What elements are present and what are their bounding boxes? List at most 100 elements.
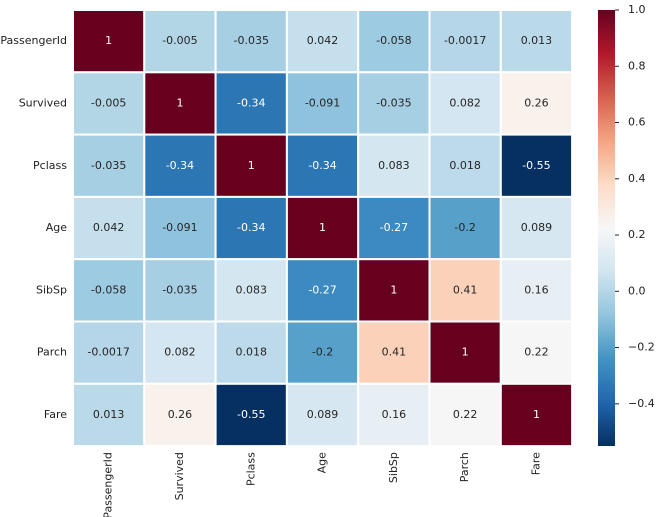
colorbar: −0.4 −0.2 0.0 0.2 0.4 0.6 0.8 1.0 (598, 3, 655, 446)
x-tick-label-sibsp: SibSp (387, 452, 400, 483)
heatmap-cell-age-parch (428, 195, 502, 261)
colorbar-tick-label: −0.2 (628, 341, 655, 354)
x-tick-label-age: Age (316, 452, 329, 474)
colorbar-tick-label: 0.2 (628, 228, 646, 241)
heatmap-value-label: 0.22 (524, 346, 549, 359)
heatmap-cell-pclass-parch (428, 133, 502, 198)
heatmap-value-label: 1 (462, 346, 469, 359)
heatmap-cell-parch-passengerid (72, 320, 146, 385)
y-tick-label-sibsp: SibSp (36, 283, 67, 296)
heatmap-cell-passengerid-survived (143, 9, 217, 74)
heatmap-cell-labels: 1 -0.005 -0.035 0.042 -0.058 -0.0017 0.013 -0.0… (87, 34, 552, 421)
colorbar-tick-label: 0.0 (628, 284, 646, 297)
heatmap-cell-sibsp-pclass (214, 258, 288, 323)
heatmap-cell-survived-fare (499, 71, 574, 136)
heatmap-value-label: 0.013 (521, 34, 553, 47)
heatmap-value-label: -0.2 (312, 346, 333, 359)
heatmap-value-label: 0.089 (521, 221, 553, 234)
heatmap-value-label: -0.34 (308, 159, 336, 172)
colorbar-tick-label: 0.6 (628, 116, 646, 129)
heatmap-cell-survived-sibsp (357, 71, 431, 136)
heatmap-value-label: -0.035 (234, 34, 269, 47)
heatmap-value-label: -0.27 (308, 283, 336, 296)
heatmap-value-label: -0.55 (522, 159, 550, 172)
x-tick-label-parch: Parch (458, 452, 471, 482)
heatmap-value-label: -0.091 (305, 96, 340, 109)
heatmap-value-label: 0.018 (236, 346, 268, 359)
heatmap-value-label: -0.34 (237, 96, 265, 109)
heatmap-cell-fare-pclass (214, 382, 288, 448)
colorbar-tick-label: −0.4 (628, 397, 655, 410)
heatmap-value-label: 0.41 (453, 283, 478, 296)
heatmap-cell-pclass-fare (499, 133, 574, 198)
heatmap-cell-sibsp-passengerid (72, 258, 146, 323)
colorbar-tick-label: 0.8 (628, 59, 646, 72)
y-tick-label-survived: Survived (19, 96, 67, 109)
heatmap-value-label: -0.091 (162, 221, 197, 234)
heatmap-cell-age-survived (143, 195, 217, 261)
heatmap-value-label: 0.083 (378, 159, 410, 172)
y-tick-label-passengerid: PassengerId (0, 34, 67, 47)
y-axis-tick-labels: PassengerId Survived Pclass Age SibSp Parch Fa… (0, 34, 67, 421)
heatmap-cell-passengerid-passengerid (72, 9, 146, 74)
heatmap-value-label: 0.042 (93, 221, 125, 234)
y-tick-label-age: Age (46, 221, 68, 234)
heatmap-cell-fare-fare (499, 382, 574, 448)
heatmap-value-label: 0.082 (164, 346, 196, 359)
heatmap-value-label: 0.018 (449, 159, 481, 172)
y-tick-label-parch: Parch (37, 346, 67, 359)
heatmap-cell-fare-parch (428, 382, 502, 448)
heatmap-value-label: 0.26 (524, 96, 549, 109)
heatmap-cell-pclass-pclass (214, 133, 288, 198)
heatmap-value-label: 0.042 (307, 34, 339, 47)
heatmap-cell-fare-age (285, 382, 360, 448)
heatmap-value-label: 0.41 (382, 346, 407, 359)
heatmap-value-label: -0.005 (162, 34, 197, 47)
heatmap-value-label: 1 (390, 283, 397, 296)
heatmap-value-label: 0.22 (453, 408, 478, 421)
heatmap-value-label: -0.27 (380, 221, 408, 234)
heatmap-value-label: -0.0017 (87, 346, 129, 359)
x-tick-label-passengerid: PassengerId (102, 452, 115, 517)
heatmap-cells (72, 9, 574, 448)
heatmap-value-label: 0.013 (93, 408, 125, 421)
heatmap-value-label: 0.089 (307, 408, 339, 421)
heatmap-cell-age-passengerid (72, 195, 146, 261)
heatmap-value-label: 0.16 (524, 283, 549, 296)
y-tick-label-pclass: Pclass (33, 159, 67, 172)
heatmap-cell-pclass-survived (143, 133, 217, 198)
heatmap-value-label: 1 (533, 408, 540, 421)
x-axis-tick-labels: PassengerId Survived Pclass Age SibSp Parch Fa… (102, 452, 543, 517)
heatmap-cell-fare-sibsp (357, 382, 431, 448)
heatmap-cell-passengerid-parch (428, 9, 502, 74)
x-tick-label-survived: Survived (173, 452, 186, 500)
heatmap-value-label: -0.005 (91, 96, 126, 109)
heatmap-value-label: -0.0017 (444, 34, 486, 47)
heatmap-value-label: 0.083 (236, 283, 268, 296)
heatmap-value-label: 1 (319, 221, 326, 234)
heatmap-value-label: -0.035 (162, 283, 197, 296)
colorbar-tick-label: 1.0 (628, 3, 646, 16)
colorbar-tick-label: 0.4 (628, 172, 646, 185)
heatmap-value-label: 0.082 (449, 96, 481, 109)
x-tick-label-pclass: Pclass (244, 452, 257, 486)
heatmap-value-label: 0.26 (168, 408, 193, 421)
heatmap-value-label: 0.16 (382, 408, 407, 421)
colorbar-gradient (598, 10, 615, 446)
heatmap-value-label: 1 (176, 96, 183, 109)
heatmap-cell-survived-pclass (214, 71, 288, 136)
heatmap-cell-survived-passengerid (72, 71, 146, 136)
heatmap-cell-pclass-sibsp (357, 133, 431, 198)
y-tick-label-fare: Fare (44, 408, 67, 421)
heatmap-cell-parch-fare (499, 320, 574, 385)
heatmap-value-label: -0.058 (376, 34, 411, 47)
heatmap-value-label: -0.55 (237, 408, 265, 421)
heatmap-cell-parch-survived (143, 320, 217, 385)
heatmap-value-label: -0.035 (91, 159, 126, 172)
heatmap-value-label: -0.058 (91, 283, 126, 296)
heatmap-value-label: -0.34 (237, 221, 265, 234)
x-tick-label-fare: Fare (529, 452, 542, 475)
heatmap-value-label: -0.34 (166, 159, 194, 172)
heatmap-value-label: 1 (248, 159, 255, 172)
heatmap-value-label: -0.035 (376, 96, 411, 109)
